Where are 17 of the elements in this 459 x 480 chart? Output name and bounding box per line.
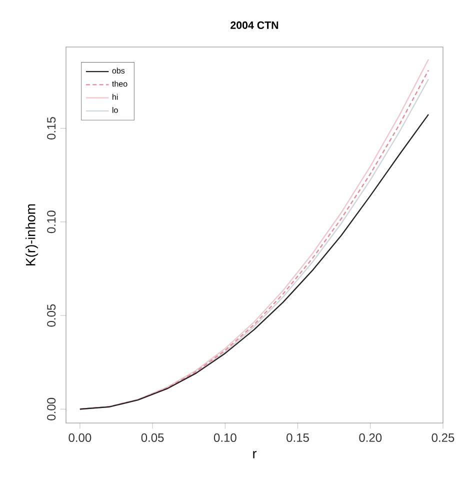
x-tick-label: 0.20 [359,433,382,442]
y-tick-label: 0.00 [47,398,56,420]
legend-label: obs [112,68,125,74]
x-axis-title: r [253,451,256,458]
legend-label: hi [112,94,118,100]
legend-label: lo [112,107,118,113]
x-tick-label: 0.00 [68,433,92,442]
y-tick-label: 0.10 [47,210,56,234]
x-tick-label: 0.05 [141,433,164,442]
y-axis-title: K(r)-inhom [26,204,38,266]
chart-title: 2004 CTN [230,21,278,29]
legend-label: theo [112,80,128,87]
y-tick-label: 0.05 [47,304,56,327]
y-tick-label: 0.15 [47,117,56,140]
x-tick-label: 0.25 [432,433,454,442]
x-tick-label: 0.15 [286,433,309,442]
x-tick-label: 0.10 [214,433,236,442]
